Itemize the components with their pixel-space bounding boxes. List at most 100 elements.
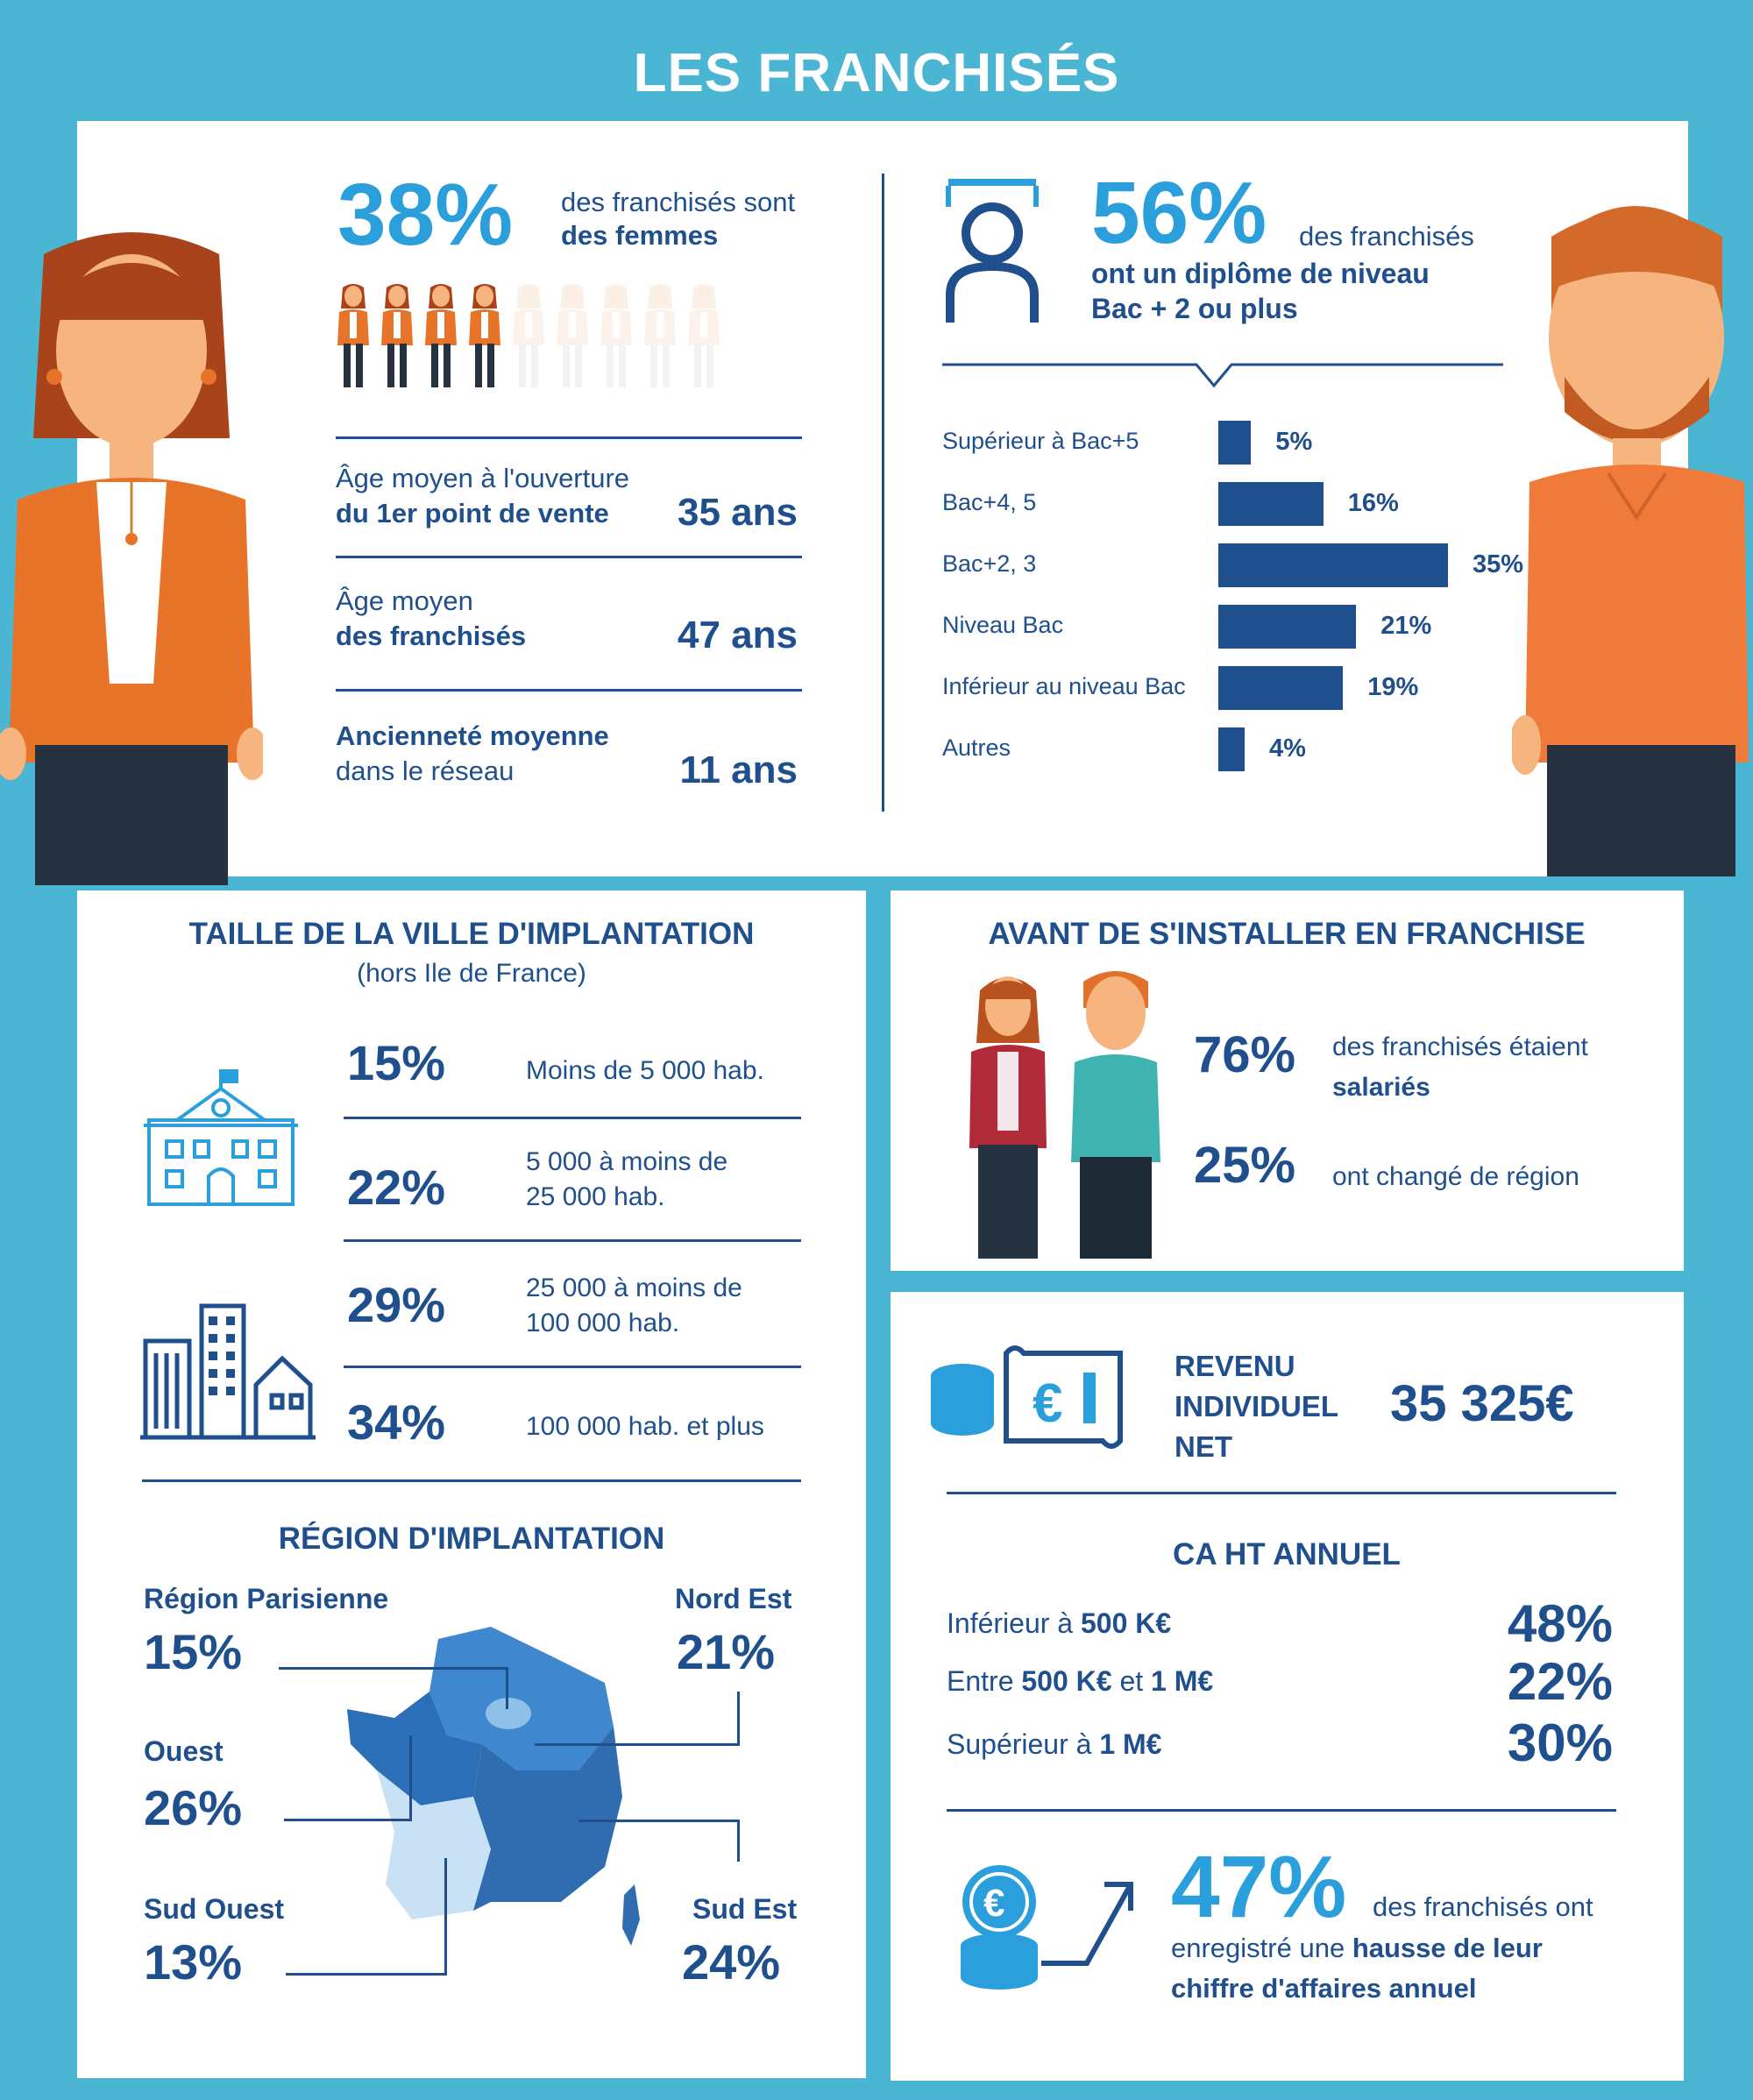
coins-growth-arrow-icon: € bbox=[961, 1865, 1133, 1990]
women-text-line2: des femmes bbox=[561, 220, 719, 251]
divider-line bbox=[336, 556, 802, 558]
divider-line bbox=[344, 1366, 801, 1368]
region-parisienne-value: 15% bbox=[144, 1624, 243, 1679]
man-illustration bbox=[1512, 206, 1749, 876]
growth-line1: des franchisés ont bbox=[1373, 1891, 1593, 1922]
before-franchise-title: AVANT DE S'INSTALLER EN FRANCHISE bbox=[988, 917, 1586, 951]
region-nord-est-value: 21% bbox=[677, 1624, 776, 1679]
diploma-percent: 56% bbox=[1091, 164, 1267, 262]
leader-line bbox=[535, 1692, 740, 1746]
divider-line bbox=[344, 1117, 801, 1119]
city-row-2-percent: 22% bbox=[347, 1160, 446, 1215]
region-sud-ouest-name: Sud Ouest bbox=[144, 1893, 285, 1925]
diploma-text: ont un diplôme de niveau Bac + 2 ou plus bbox=[1091, 258, 1430, 324]
region-title: RÉGION D'IMPLANTATION bbox=[278, 1522, 665, 1556]
woman-illustration bbox=[0, 232, 263, 885]
divider-line bbox=[947, 1809, 1616, 1812]
euro-coins-banknote-icon: € bbox=[931, 1345, 1123, 1449]
revenue-row-3-label: Supérieur à 1 M€ bbox=[947, 1728, 1162, 1760]
region-sud-ouest-value: 13% bbox=[144, 1934, 243, 1990]
region-nord-est-name: Nord Est bbox=[675, 1583, 792, 1614]
revenue-row-2-label: Entre 500 K€ et 1 M€ bbox=[947, 1665, 1214, 1697]
bar bbox=[1218, 666, 1344, 710]
region-sud-est-value: 24% bbox=[682, 1934, 781, 1990]
revenue-row-1-label: Inférieur à 500 K€ bbox=[947, 1607, 1172, 1639]
leader-line bbox=[286, 1858, 447, 1976]
divider-line bbox=[336, 436, 802, 439]
seniority-label: Ancienneté moyenne dans le réseau bbox=[336, 720, 609, 786]
woman-figure-highlighted bbox=[425, 284, 457, 387]
salaried-text: des franchisés étaient salariés bbox=[1332, 1032, 1588, 1102]
bar-label: Inférieur au niveau Bac bbox=[942, 673, 1186, 699]
graduate-icon bbox=[946, 179, 1039, 323]
city-row-2-desc: 5 000 à moins de 25 000 hab. bbox=[526, 1147, 728, 1211]
age-average-label: Âge moyen des franchisés bbox=[336, 585, 527, 651]
city-row-1-desc: Moins de 5 000 hab. bbox=[526, 1056, 764, 1085]
region-sud-est-name: Sud Est bbox=[692, 1893, 798, 1925]
bar-label: Bac+4, 5 bbox=[942, 489, 1037, 515]
region-parisienne-name: Région Parisienne bbox=[144, 1583, 389, 1614]
city-size-subtitle: (hors Ile de France) bbox=[357, 959, 586, 988]
city-buildings-icon bbox=[140, 1303, 316, 1440]
city-size-title: TAILLE DE LA VILLE D'IMPLANTATION bbox=[188, 917, 755, 951]
revenue-row-2-value: 22% bbox=[1507, 1652, 1613, 1711]
region-ouest-name: Ouest bbox=[144, 1735, 224, 1767]
divider-line bbox=[947, 1492, 1616, 1494]
bar bbox=[1218, 543, 1448, 587]
page-title: LES FRANCHISÉS bbox=[633, 43, 1120, 103]
moved-text: ont changé de région bbox=[1332, 1162, 1579, 1191]
bar-value-label: 35% bbox=[1473, 550, 1524, 578]
growth-text: enregistré une hausse de leur chiffre d'… bbox=[1171, 1933, 1543, 2004]
town-hall-icon bbox=[144, 1069, 298, 1206]
woman-figure-highlighted bbox=[469, 284, 500, 387]
bar bbox=[1218, 421, 1252, 465]
revenue-row-3-value: 30% bbox=[1507, 1713, 1613, 1772]
salaried-percent: 76% bbox=[1194, 1026, 1296, 1083]
woman-figure-faded bbox=[513, 284, 544, 387]
leader-line bbox=[284, 1735, 412, 1821]
income-label: REVENU INDIVIDUEL NET bbox=[1175, 1350, 1339, 1463]
woman-figure-faded bbox=[557, 284, 588, 387]
bar-value-label: 4% bbox=[1268, 734, 1306, 763]
city-row-3-percent: 29% bbox=[347, 1277, 446, 1332]
bar-label: Supérieur à Bac+5 bbox=[942, 428, 1139, 454]
divider-line bbox=[336, 689, 802, 692]
revenue-title: CA HT ANNUEL bbox=[1173, 1537, 1401, 1571]
bar bbox=[1218, 727, 1245, 771]
svg-text:€: € bbox=[1033, 1373, 1062, 1434]
city-row-4-percent: 34% bbox=[347, 1394, 446, 1450]
women-percent: 38% bbox=[337, 166, 514, 264]
revenue-row-1-value: 48% bbox=[1507, 1594, 1613, 1653]
couple-illustration bbox=[969, 971, 1160, 1259]
city-row-3-desc: 25 000 à moins de 100 000 hab. bbox=[526, 1273, 742, 1337]
woman-figure-faded bbox=[600, 284, 632, 387]
bar bbox=[1218, 482, 1324, 526]
chevron-divider bbox=[942, 363, 1503, 388]
age-opening-value: 35 ans bbox=[678, 491, 798, 534]
leader-line bbox=[578, 1820, 740, 1862]
income-value: 35 325€ bbox=[1390, 1375, 1574, 1432]
women-text-line1: des franchisés sont bbox=[561, 187, 796, 217]
seniority-value: 11 ans bbox=[679, 748, 798, 791]
city-row-1-percent: 15% bbox=[347, 1035, 446, 1090]
region-ouest-value: 26% bbox=[144, 1780, 243, 1835]
bar-label: Bac+2, 3 bbox=[942, 550, 1037, 577]
bar bbox=[1218, 605, 1357, 649]
women-text: des franchisés sont des femmes bbox=[561, 186, 795, 252]
bar-label: Autres bbox=[942, 734, 1011, 761]
leader-line bbox=[279, 1667, 508, 1709]
bar-value-label: 5% bbox=[1275, 428, 1313, 456]
bar-value-label: 19% bbox=[1367, 673, 1419, 701]
bar-value-label: 21% bbox=[1380, 612, 1432, 640]
moved-percent: 25% bbox=[1194, 1137, 1296, 1194]
svg-text:€: € bbox=[983, 1882, 1004, 1925]
divider-line bbox=[142, 1479, 801, 1482]
woman-figure-highlighted bbox=[337, 284, 369, 387]
france-map-icon bbox=[347, 1627, 640, 1946]
growth-percent: 47% bbox=[1171, 1838, 1347, 1936]
age-opening-label: Âge moyen à l'ouverture du 1er point de … bbox=[336, 463, 630, 529]
woman-figure-faded bbox=[688, 284, 720, 387]
vertical-divider bbox=[882, 174, 884, 812]
women-figures bbox=[336, 282, 791, 392]
city-row-4-desc: 100 000 hab. et plus bbox=[526, 1412, 764, 1441]
